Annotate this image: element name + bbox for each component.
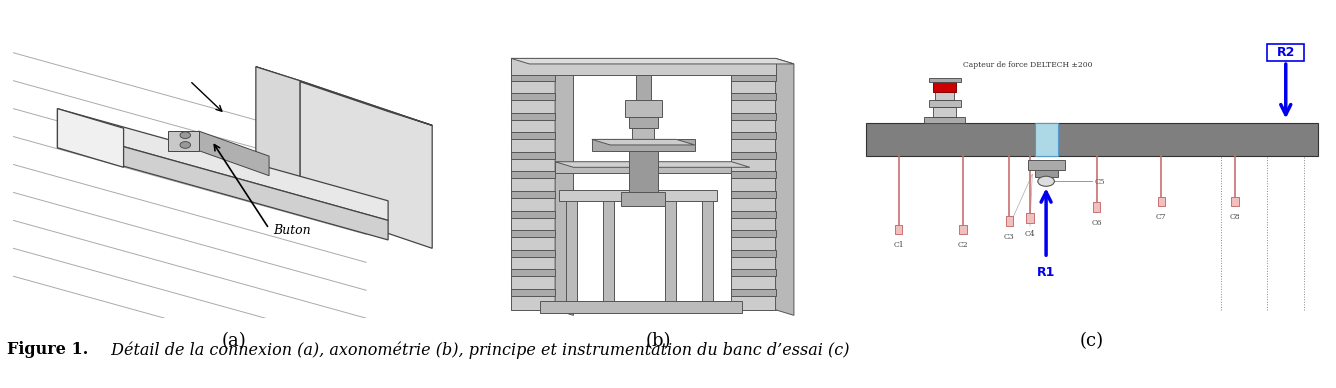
Text: C8: C8 bbox=[1229, 213, 1240, 222]
Bar bbox=[558, 190, 716, 201]
Bar bbox=[732, 132, 775, 139]
Bar bbox=[895, 225, 902, 234]
Bar bbox=[933, 82, 957, 92]
Bar bbox=[621, 192, 665, 206]
Bar bbox=[510, 58, 775, 75]
Bar bbox=[510, 171, 556, 178]
Bar bbox=[510, 152, 556, 159]
Bar bbox=[732, 93, 775, 100]
Polygon shape bbox=[556, 58, 573, 315]
Bar bbox=[732, 250, 775, 257]
Bar bbox=[603, 198, 615, 304]
Bar bbox=[866, 123, 1319, 156]
Circle shape bbox=[1038, 176, 1054, 186]
Polygon shape bbox=[556, 162, 749, 167]
Bar bbox=[625, 100, 661, 117]
Text: Capteur de force DELTECH ±200: Capteur de force DELTECH ±200 bbox=[963, 61, 1093, 69]
Bar bbox=[933, 107, 957, 117]
Bar bbox=[510, 74, 556, 81]
Bar bbox=[632, 128, 655, 139]
Bar bbox=[732, 171, 775, 178]
Bar bbox=[540, 301, 743, 313]
Polygon shape bbox=[168, 131, 199, 151]
Text: C2: C2 bbox=[958, 241, 969, 249]
Text: R1: R1 bbox=[1037, 267, 1055, 279]
Circle shape bbox=[180, 132, 191, 139]
Bar bbox=[566, 198, 577, 304]
Bar bbox=[1026, 213, 1034, 223]
Polygon shape bbox=[301, 81, 433, 248]
Text: C5: C5 bbox=[1094, 178, 1105, 186]
Bar bbox=[703, 198, 713, 304]
Polygon shape bbox=[510, 58, 794, 64]
Bar bbox=[935, 92, 954, 100]
Bar bbox=[510, 289, 556, 296]
Polygon shape bbox=[57, 128, 389, 240]
Text: C1: C1 bbox=[894, 241, 904, 249]
Bar bbox=[556, 162, 732, 173]
Bar bbox=[732, 289, 775, 296]
Bar bbox=[510, 132, 556, 139]
Text: Figure 1.: Figure 1. bbox=[7, 341, 88, 359]
Polygon shape bbox=[57, 109, 123, 167]
Bar bbox=[732, 269, 775, 276]
Bar bbox=[592, 139, 695, 151]
Text: C7: C7 bbox=[1156, 213, 1166, 222]
Bar bbox=[959, 225, 967, 234]
Bar bbox=[925, 117, 966, 123]
Bar bbox=[510, 230, 556, 237]
Text: R2: R2 bbox=[1277, 46, 1295, 59]
Bar bbox=[732, 152, 775, 159]
Bar bbox=[510, 93, 556, 100]
Bar bbox=[629, 151, 659, 192]
Bar bbox=[1034, 170, 1058, 177]
Bar bbox=[1268, 44, 1304, 61]
Circle shape bbox=[180, 142, 191, 148]
Bar bbox=[510, 58, 556, 310]
Bar bbox=[1006, 216, 1013, 226]
Polygon shape bbox=[57, 109, 389, 220]
Bar bbox=[1027, 160, 1065, 170]
Bar bbox=[732, 211, 775, 218]
Bar bbox=[929, 78, 961, 82]
Bar bbox=[510, 191, 556, 198]
Text: Détail de la connexion (a), axonométrie (b), principe et instrumentation du banc: Détail de la connexion (a), axonométrie … bbox=[106, 341, 850, 359]
Bar bbox=[510, 269, 556, 276]
Text: Buton: Buton bbox=[274, 224, 311, 237]
Bar bbox=[1034, 123, 1058, 156]
Text: C3: C3 bbox=[1003, 233, 1014, 241]
Polygon shape bbox=[257, 67, 433, 125]
Bar bbox=[732, 191, 775, 198]
Text: C6: C6 bbox=[1092, 219, 1102, 227]
Text: C4: C4 bbox=[1025, 230, 1035, 238]
Bar bbox=[732, 58, 775, 310]
Bar bbox=[1093, 202, 1101, 212]
Bar bbox=[636, 75, 651, 100]
Bar bbox=[665, 198, 676, 304]
Bar bbox=[732, 74, 775, 81]
Bar bbox=[732, 230, 775, 237]
Text: (a): (a) bbox=[222, 332, 246, 350]
Polygon shape bbox=[257, 67, 301, 204]
Text: (b): (b) bbox=[645, 332, 671, 350]
Bar bbox=[510, 211, 556, 218]
Bar bbox=[929, 100, 961, 107]
Bar bbox=[732, 113, 775, 120]
Polygon shape bbox=[775, 58, 794, 315]
Bar bbox=[1232, 197, 1238, 206]
Text: (c): (c) bbox=[1079, 332, 1105, 350]
Bar bbox=[510, 113, 556, 120]
Bar bbox=[510, 250, 556, 257]
Bar bbox=[629, 117, 659, 128]
Polygon shape bbox=[199, 131, 269, 176]
Bar bbox=[1157, 197, 1165, 206]
Polygon shape bbox=[592, 139, 695, 145]
